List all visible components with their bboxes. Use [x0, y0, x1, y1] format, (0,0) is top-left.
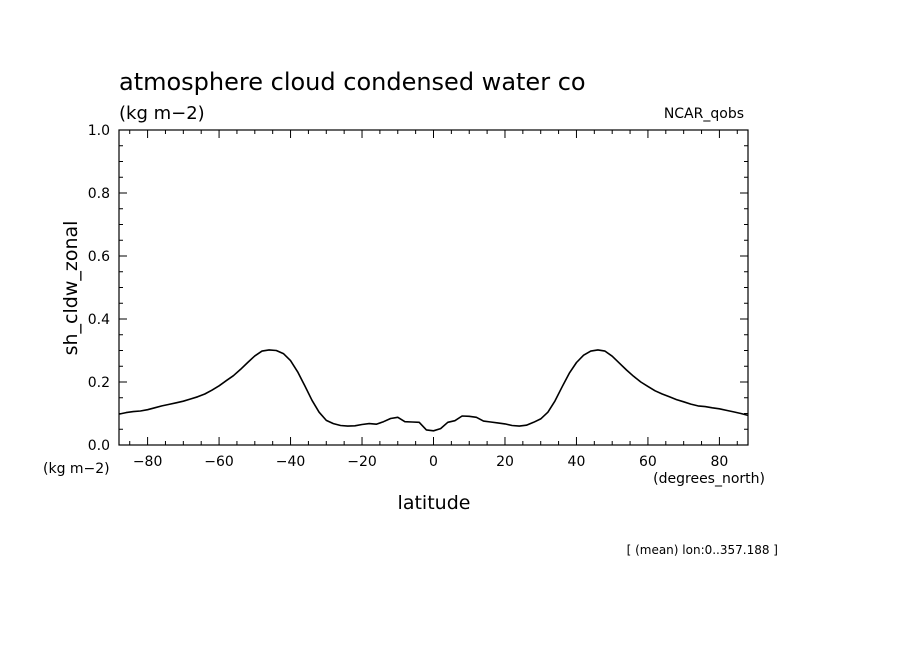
x-tick-label: 0: [429, 454, 438, 470]
footnote: [ (mean) lon:0..357.188 ]: [627, 543, 778, 557]
x-tick-label: −40: [276, 454, 306, 470]
x-tick-label: −80: [133, 454, 163, 470]
x-tick-label: 40: [568, 454, 586, 470]
plot-frame: [118, 129, 749, 446]
chart-units: (kg m−2): [119, 103, 205, 124]
series-layer: [118, 349, 749, 432]
y-tick-label: 0.6: [88, 249, 110, 265]
chart-title: atmosphere cloud condensed water co: [119, 68, 586, 96]
series-line: [118, 349, 749, 432]
y-axis-units: (kg m−2): [43, 461, 110, 477]
x-axis-title: latitude: [398, 492, 471, 514]
y-tick-label: 0.0: [88, 438, 110, 454]
y-tick-label: 0.4: [88, 312, 110, 328]
y-tick-label: 1.0: [88, 123, 110, 139]
y-axis-title: sh_cldw_zonal: [60, 221, 82, 356]
y-tick-label: 0.8: [88, 186, 110, 202]
source-label: NCAR_qobs: [664, 106, 744, 122]
axis-tick-labels: −80 −60 −40 −20 0 20 40 60 80 0.0 0.2 0.4 0.6 0.8 1.0: [88, 123, 729, 470]
x-tick-label: −60: [204, 454, 234, 470]
x-tick-label: −20: [347, 454, 377, 470]
x-axis-units: (degrees_north): [653, 471, 765, 487]
y-tick-label: 0.2: [88, 375, 110, 391]
x-tick-label: 80: [710, 454, 728, 470]
x-tick-label: 60: [639, 454, 657, 470]
axis-ticks: [119, 129, 748, 446]
x-tick-label: 20: [496, 454, 514, 470]
